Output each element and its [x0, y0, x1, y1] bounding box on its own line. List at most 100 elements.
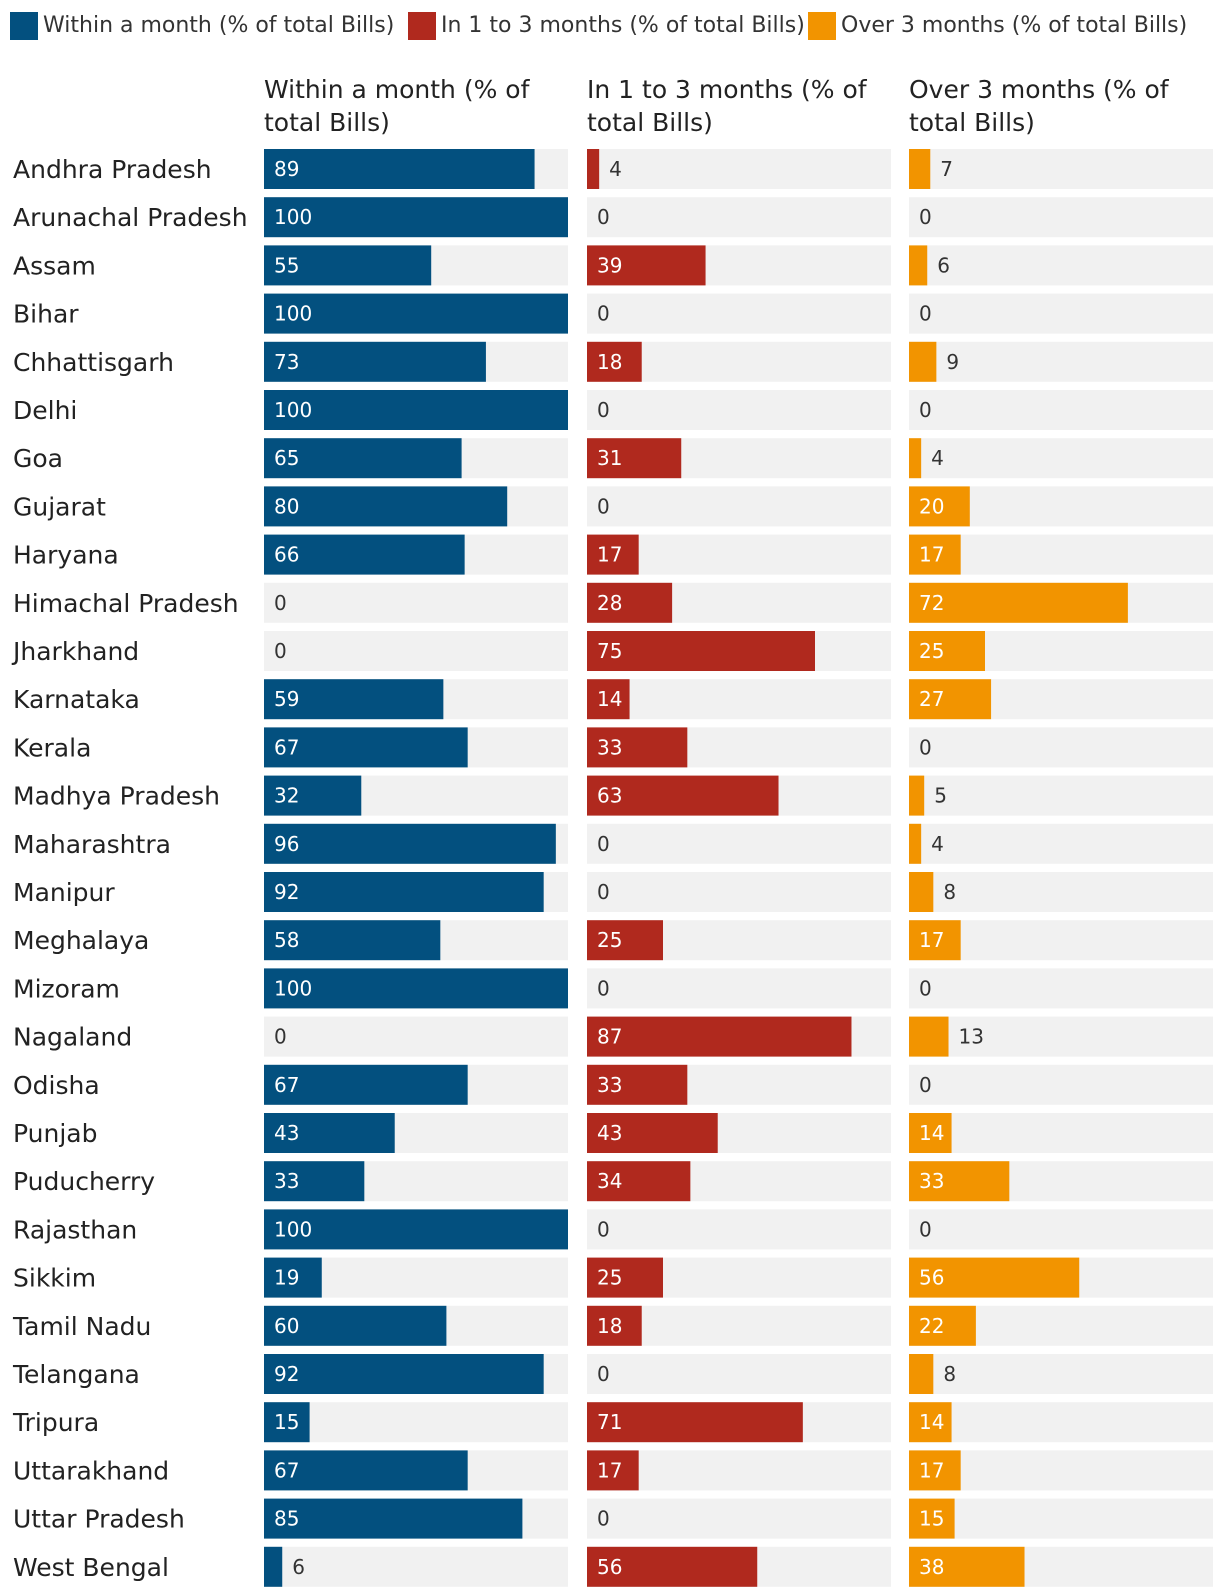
bar-over-3-months-jharkhand: [909, 631, 985, 671]
value-label-in-1-to-3-months-maharashtra: 0: [597, 832, 610, 856]
value-label-within-a-month-gujarat: 80: [274, 494, 299, 518]
bar-track-over-3-months-tripura: [909, 1402, 1213, 1443]
value-label-over-3-months-tamil-nadu: 22: [919, 1314, 944, 1338]
bar-within-a-month-odisha: [264, 1064, 468, 1105]
bar-track-within-a-month-west-bengal: [264, 1546, 568, 1587]
value-label-within-a-month-meghalaya: 58: [274, 928, 299, 952]
bar-within-a-month-arunachal-pradesh: [264, 197, 568, 238]
bar-within-a-month-mizoram: [264, 968, 568, 1009]
category-label-mizoram: Mizoram: [13, 974, 120, 1003]
bar-in-1-to-3-months-puducherry: [587, 1161, 691, 1202]
bar-within-a-month-punjab: [264, 1113, 395, 1153]
value-label-within-a-month-maharashtra: 96: [274, 832, 299, 856]
column-header-within-a-month-line-2: total Bills): [264, 108, 390, 137]
value-label-within-a-month-puducherry: 33: [274, 1169, 299, 1193]
bar-in-1-to-3-months-haryana: [587, 534, 639, 575]
bar-over-3-months-uttarakhand: [909, 1450, 961, 1491]
legend-label-within-a-month: Within a month (% of total Bills): [43, 13, 395, 38]
value-label-within-a-month-madhya-pradesh: 32: [274, 784, 299, 808]
value-label-in-1-to-3-months-karnataka: 14: [597, 687, 622, 711]
bar-over-3-months-sikkim: [909, 1257, 1080, 1298]
legend-label-over-3-months: Over 3 months (% of total Bills): [841, 13, 1188, 38]
bar-track-over-3-months-uttar-pradesh: [909, 1498, 1213, 1539]
value-label-over-3-months-jharkhand: 25: [919, 639, 944, 663]
value-label-within-a-month-odisha: 67: [274, 1073, 299, 1097]
value-label-in-1-to-3-months-andhra-pradesh: 4: [609, 157, 622, 181]
category-label-goa: Goa: [13, 444, 63, 473]
category-label-west-bengal: West Bengal: [13, 1553, 169, 1582]
value-label-in-1-to-3-months-puducherry: 34: [597, 1169, 622, 1193]
bar-track-over-3-months-telangana: [909, 1354, 1213, 1394]
bar-track-in-1-to-3-months-manipur: [587, 872, 891, 912]
column-header-within-a-month-line-1: Within a month (% of: [264, 75, 531, 104]
category-label-bihar: Bihar: [13, 300, 79, 329]
bar-track-over-3-months-chhattisgarh: [909, 341, 1213, 382]
legend-swatch-over-3-months: [808, 12, 836, 40]
value-label-within-a-month-assam: 55: [274, 253, 299, 277]
category-label-sikkim: Sikkim: [13, 1264, 96, 1293]
category-label-haryana: Haryana: [13, 541, 119, 570]
bar-within-a-month-tamil-nadu: [264, 1305, 447, 1346]
bar-within-a-month-goa: [264, 438, 462, 479]
value-label-over-3-months-kerala: 0: [919, 735, 932, 759]
bar-over-3-months-puducherry: [909, 1161, 1010, 1202]
category-label-tamil-nadu: Tamil Nadu: [12, 1312, 151, 1341]
value-label-in-1-to-3-months-gujarat: 0: [597, 494, 610, 518]
bar-track-in-1-to-3-months-bihar: [587, 293, 891, 334]
value-label-in-1-to-3-months-uttarakhand: 17: [597, 1458, 622, 1482]
value-label-in-1-to-3-months-goa: 31: [597, 446, 622, 470]
bar-in-1-to-3-months-odisha: [587, 1064, 688, 1105]
bar-track-over-3-months-odisha: [909, 1064, 1213, 1105]
value-label-within-a-month-sikkim: 19: [274, 1266, 299, 1290]
value-label-in-1-to-3-months-kerala: 33: [597, 735, 622, 759]
category-label-kerala: Kerala: [13, 733, 91, 762]
value-label-within-a-month-tamil-nadu: 60: [274, 1314, 299, 1338]
value-label-over-3-months-andhra-pradesh: 7: [940, 157, 953, 181]
value-label-within-a-month-haryana: 66: [274, 543, 299, 567]
value-label-within-a-month-arunachal-pradesh: 100: [274, 205, 312, 229]
bar-within-a-month-haryana: [264, 534, 465, 575]
value-label-over-3-months-tripura: 14: [919, 1410, 944, 1434]
bar-track-over-3-months-bihar: [909, 293, 1213, 334]
value-label-in-1-to-3-months-nagaland: 87: [597, 1025, 622, 1049]
bar-within-a-month-puducherry: [264, 1161, 365, 1202]
bar-over-3-months-gujarat: [909, 486, 970, 527]
value-label-within-a-month-karnataka: 59: [274, 687, 299, 711]
value-label-over-3-months-mizoram: 0: [919, 976, 932, 1000]
value-label-in-1-to-3-months-sikkim: 25: [597, 1266, 622, 1290]
bar-over-3-months-chhattisgarh: [909, 341, 937, 382]
bar-track-in-1-to-3-months-andhra-pradesh: [587, 149, 891, 189]
bar-within-a-month-chhattisgarh: [264, 341, 486, 382]
bar-track-in-1-to-3-months-mizoram: [587, 968, 891, 1009]
column-header-over-3-months-line-2: total Bills): [909, 108, 1035, 137]
bar-over-3-months-nagaland: [909, 1016, 949, 1057]
value-label-over-3-months-punjab: 14: [919, 1121, 944, 1145]
category-label-gujarat: Gujarat: [13, 492, 106, 521]
bar-in-1-to-3-months-himachal-pradesh: [587, 582, 673, 623]
value-label-within-a-month-bihar: 100: [274, 302, 312, 326]
bar-track-over-3-months-mizoram: [909, 968, 1213, 1009]
bar-track-over-3-months-rajasthan: [909, 1209, 1213, 1250]
bar-track-over-3-months-delhi: [909, 390, 1213, 430]
value-label-in-1-to-3-months-arunachal-pradesh: 0: [597, 205, 610, 229]
bar-over-3-months-west-bengal: [909, 1546, 1025, 1587]
value-label-in-1-to-3-months-madhya-pradesh: 63: [597, 784, 622, 808]
value-label-over-3-months-maharashtra: 4: [931, 832, 944, 856]
bar-over-3-months-manipur: [909, 872, 934, 912]
value-label-in-1-to-3-months-himachal-pradesh: 28: [597, 591, 622, 615]
bar-within-a-month-delhi: [264, 390, 568, 430]
value-label-in-1-to-3-months-mizoram: 0: [597, 976, 610, 1000]
bar-track-in-1-to-3-months-delhi: [587, 390, 891, 430]
value-label-over-3-months-arunachal-pradesh: 0: [919, 205, 932, 229]
value-label-in-1-to-3-months-west-bengal: 56: [597, 1555, 622, 1579]
bar-track-over-3-months-kerala: [909, 727, 1213, 768]
bar-track-in-1-to-3-months-uttar-pradesh: [587, 1498, 891, 1539]
category-label-arunachal-pradesh: Arunachal Pradesh: [13, 203, 248, 232]
bar-track-over-3-months-maharashtra: [909, 823, 1213, 864]
value-label-in-1-to-3-months-chhattisgarh: 18: [597, 350, 622, 374]
bar-within-a-month-bihar: [264, 293, 568, 334]
bar-track-over-3-months-punjab: [909, 1113, 1213, 1153]
value-label-within-a-month-uttar-pradesh: 85: [274, 1507, 299, 1531]
bar-in-1-to-3-months-assam: [587, 245, 706, 286]
bar-within-a-month-uttar-pradesh: [264, 1498, 523, 1539]
